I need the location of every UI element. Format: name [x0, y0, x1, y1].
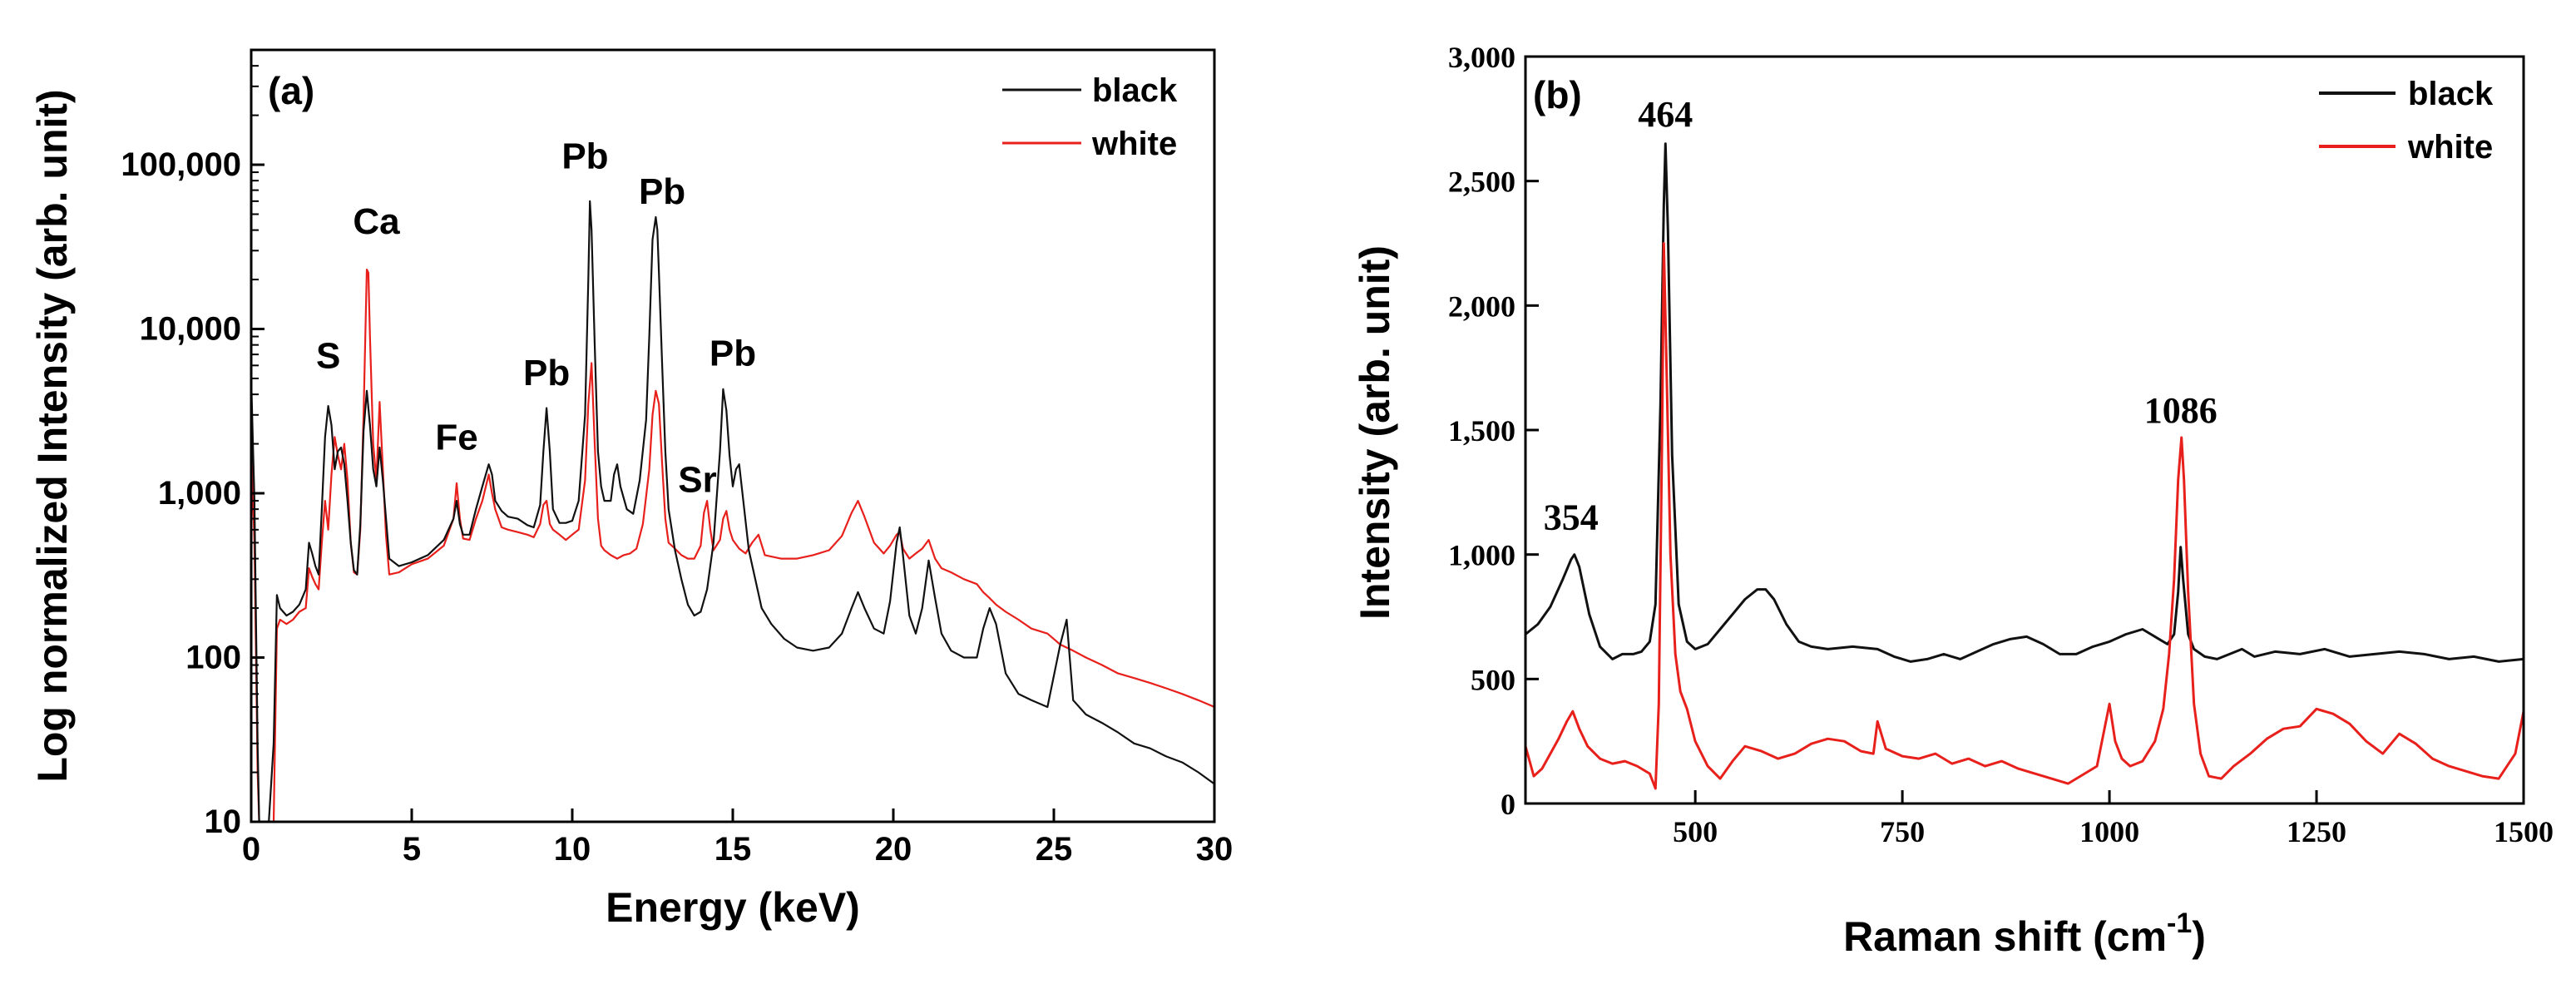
panel-a-x-tick-label: 0	[242, 831, 260, 868]
panel-b-x-tick-label: 1250	[2287, 815, 2346, 848]
panel-a-peak-label: Pb	[639, 171, 685, 212]
panel-b-traces	[1525, 142, 2524, 790]
panel-a-legend-label-white: white	[1091, 126, 1177, 162]
panel-a-legend-label-black: black	[1092, 72, 1178, 109]
panel-a-series-white-line	[251, 269, 1214, 822]
panel-b-x-tick-label: 1500	[2494, 815, 2554, 848]
panel-b-x-axis-title-main: Raman shift (cm	[1843, 913, 2167, 960]
panel-a-y-tick-label: 100	[185, 640, 241, 676]
panel-b-y-axis-title: Intensity (arb. unit)	[1352, 245, 1398, 620]
panel-b-tag: (b)	[1533, 73, 1582, 116]
panel-b-peak-label: 1086	[2144, 390, 2218, 431]
panel-b-x-axis-title-suffix: )	[2192, 913, 2206, 960]
panel-a-x-tick-label: 20	[875, 831, 912, 868]
panel-a-x-tick-label: 30	[1196, 831, 1234, 868]
panel-a-peak-label: Sr	[678, 459, 716, 500]
panel-b-y-tick-label: 1,500	[1448, 414, 1515, 447]
panel-b-y-tick-label: 2,000	[1448, 289, 1515, 323]
panel-a-x-tick-label: 10	[554, 831, 591, 868]
panel-a-series-black-line	[251, 200, 1214, 822]
panel-b-x-tick-label: 750	[1880, 815, 1925, 848]
panel-a-y-tick-label: 10	[205, 804, 242, 840]
panel-a-traces	[251, 200, 1214, 822]
panel-b-series-white-line	[1525, 242, 2524, 790]
panel-b-legend-label-black: black	[2408, 76, 2494, 112]
panel-a-y-axis-title: Log normalized Intensity (arb. unit)	[29, 89, 76, 782]
panel-b-y-tick-label: 2,500	[1448, 166, 1515, 199]
panel-b-peak-label: 354	[1544, 497, 1599, 538]
panel-a-x-ticks: 0 5 10 15 20 25 30	[242, 808, 1233, 868]
panel-b-y-tick-label: 500	[1471, 663, 1515, 696]
panel-b-x-tick-label: 500	[1673, 815, 1718, 848]
panel-b-chart: 500 750 1000 1250 1500 0 500 1,000 1,500 2,000 2,…	[1352, 41, 2554, 960]
panel-a-x-tick-label: 15	[714, 831, 752, 868]
panel-b-x-tick-label: 1000	[2079, 815, 2139, 848]
panel-a-tag: (a)	[268, 69, 314, 112]
panel-a-peak-label: Ca	[353, 201, 400, 242]
panel-a-peak-label: Pb	[561, 136, 608, 176]
panel-b-series-black-line	[1525, 142, 2524, 663]
panel-a-x-tick-label: 5	[403, 831, 421, 868]
panel-a-x-tick-label: 25	[1036, 831, 1073, 868]
panel-b-peak-label: 464	[1638, 94, 1693, 135]
panel-b-peak-annotations: 354 464 1086	[1544, 94, 2218, 538]
panel-b-x-ticks: 500 750 1000 1250 1500	[1673, 790, 2554, 848]
panel-b-y-ticks: 0 500 1,000 1,500 2,000 2,500 3,000	[1448, 41, 1539, 821]
panel-a-peak-label: Pb	[523, 353, 570, 393]
panel-b-y-tick-label: 1,000	[1448, 539, 1515, 572]
panel-b-y-tick-label: 0	[1501, 788, 1515, 821]
panel-a-peak-label: Pb	[710, 333, 756, 373]
panel-a-peak-label: S	[316, 335, 340, 376]
panel-a-peak-label: Fe	[435, 417, 477, 457]
panel-a-peak-annotations: S Ca Fe Pb Pb Pb Sr Pb	[316, 136, 756, 500]
panel-a-x-axis-title: Energy (keV)	[606, 884, 860, 931]
panel-a-legend: black white	[1002, 72, 1178, 162]
panel-b-y-tick-label: 3,000	[1448, 41, 1515, 74]
panel-b-legend-label-white: white	[2407, 129, 2493, 166]
panel-b-x-axis-title-superscript: -1	[2167, 907, 2192, 939]
panel-b-x-axis-title: Raman shift (cm-1)	[1843, 907, 2206, 960]
panel-b-legend: black white	[2319, 76, 2494, 166]
panel-a-y-tick-label: 1,000	[158, 475, 241, 512]
panel-a-chart: 0 5 10 15 20 25 30 10 100 1,000 10,000 100,000 (a)…	[29, 48, 1233, 931]
panel-a-y-ticks: 10 100 1,000 10,000 100,000	[121, 49, 265, 840]
panel-a-y-tick-label: 10,000	[140, 311, 241, 348]
panel-a-y-tick-label: 100,000	[121, 146, 241, 183]
